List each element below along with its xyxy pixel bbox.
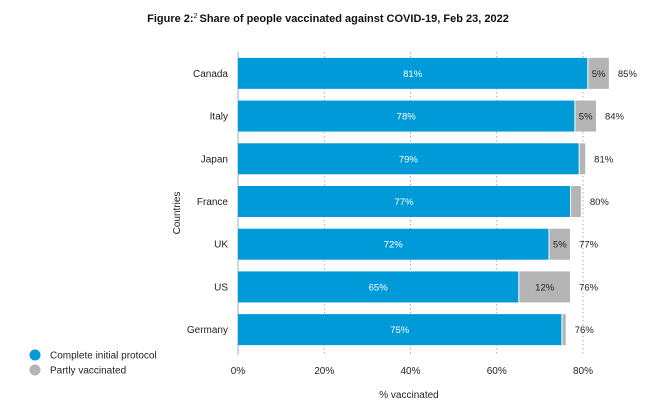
bars xyxy=(238,57,609,346)
data-label-complete: 81% xyxy=(403,69,423,80)
x-tick-label: 20% xyxy=(314,366,334,377)
bar-partial xyxy=(588,57,609,89)
category-label: Japan xyxy=(201,154,228,165)
data-label-total: 84% xyxy=(605,112,625,123)
data-label-complete: 77% xyxy=(395,197,415,208)
data-label-partial: 12% xyxy=(535,282,555,293)
title-prefix: Figure 2: xyxy=(147,13,193,25)
x-tick-label: 80% xyxy=(573,366,593,377)
data-label-total: 76% xyxy=(575,325,595,336)
bar-partial xyxy=(571,186,581,217)
data-label-total: 85% xyxy=(618,69,638,80)
data-label-total: 81% xyxy=(594,154,614,165)
chart-title: Figure 2:2 Share of people vaccinated aga… xyxy=(147,13,509,25)
bar-partial xyxy=(549,228,571,260)
bar-complete xyxy=(238,57,588,89)
bar-partial xyxy=(575,100,596,132)
legend: Complete initial protocol Partly vaccinat… xyxy=(29,349,157,377)
legend-label: Partly vaccinated xyxy=(50,366,126,377)
category-label: Italy xyxy=(210,112,228,123)
x-axis-ticks: 0% 20% 40% 60% 80% xyxy=(231,366,593,377)
category-label: US xyxy=(214,282,228,293)
x-tick-label: 40% xyxy=(400,366,420,377)
legend-label: Complete initial protocol xyxy=(50,351,157,362)
x-tick-label: 0% xyxy=(231,366,246,377)
data-label-partial: 5% xyxy=(553,240,567,251)
legend-swatch xyxy=(29,349,41,361)
bar-partial xyxy=(519,271,571,303)
category-label: Germany xyxy=(187,325,228,336)
data-label-complete: 65% xyxy=(369,282,389,293)
title-text: Share of people vaccinated against COVID… xyxy=(200,13,509,25)
data-label-total: 76% xyxy=(579,282,599,293)
bar-partial xyxy=(562,314,566,346)
bar-partial xyxy=(579,143,586,175)
bar-complete xyxy=(238,143,579,175)
bar-labels: 81% 5% 85% 78% 5% 84% 79% 81% 77% 80% 72% 5% 77% 65% 1… xyxy=(369,69,638,336)
data-label-complete: 79% xyxy=(399,154,419,165)
x-tick-label: 60% xyxy=(487,366,507,377)
data-label-complete: 72% xyxy=(384,240,404,251)
category-labels: Canada Italy Japan France UK US Germany xyxy=(187,69,229,336)
data-label-total: 77% xyxy=(579,240,599,251)
x-axis-title: % vaccinated xyxy=(379,390,438,401)
data-label-partial: 5% xyxy=(579,112,593,123)
bar-complete xyxy=(238,100,575,132)
bar-complete xyxy=(238,228,549,260)
data-label-partial: 5% xyxy=(592,69,606,80)
data-label-total: 80% xyxy=(590,197,610,208)
bar-complete xyxy=(238,314,562,346)
bar-complete xyxy=(238,271,519,303)
legend-swatch xyxy=(29,364,41,376)
data-label-complete: 78% xyxy=(397,112,417,123)
category-label: Canada xyxy=(193,69,228,80)
category-label: UK xyxy=(214,240,228,251)
data-label-complete: 75% xyxy=(390,325,410,336)
y-axis-title: Countries xyxy=(172,192,183,235)
title-superscript: 2 xyxy=(194,13,198,20)
category-label: France xyxy=(197,197,229,208)
bar-complete xyxy=(238,186,571,217)
